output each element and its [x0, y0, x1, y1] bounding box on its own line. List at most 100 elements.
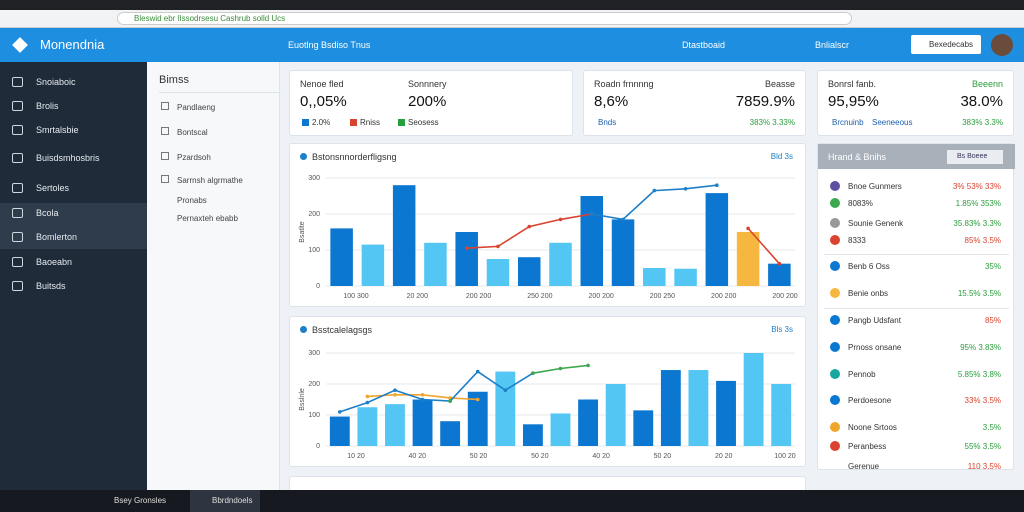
stat-foot: Bnds	[598, 118, 617, 127]
line-point	[589, 212, 594, 216]
sidebar-item[interactable]: Bcola	[36, 208, 59, 218]
taskbar: Bsey Gronsles Bbrdndoels	[0, 490, 1024, 512]
sidebar-item[interactable]: Baoeabn	[36, 257, 73, 267]
line-point	[527, 224, 532, 229]
line-point	[683, 187, 688, 191]
row-label: Perdoesone	[848, 396, 892, 405]
chart-card: Bstonsnnorderfligsng Bld 3s 0 100 200 300 Bsat…	[289, 143, 806, 307]
y-tick-label: 0	[316, 283, 320, 290]
subnav-item[interactable]: Pzardsoh	[177, 153, 211, 162]
line-point	[715, 183, 719, 187]
x-tick-label: 40 20	[409, 453, 427, 460]
bar	[495, 371, 516, 446]
y-tick-label: 200	[308, 381, 320, 388]
sidebar-item[interactable]: Snoiaboic	[36, 77, 76, 87]
panel-title: Hrand & Bnihs	[828, 152, 887, 162]
stat-foot: Rniss	[360, 118, 381, 127]
subnav-icon	[161, 175, 169, 183]
chart-title: Bstonsnnorderfligsng	[312, 152, 397, 162]
sidebar-active	[0, 203, 147, 249]
x-tick-label: 10 20	[347, 453, 365, 460]
subnav-item[interactable]: Pernaxteh ebabb	[177, 214, 238, 223]
row-icon	[830, 441, 840, 451]
x-tick-label: 100 20	[774, 453, 796, 460]
sidebar-item[interactable]: Bomlerton	[36, 232, 78, 242]
sidebar-item[interactable]: Buisdsmhosbris	[36, 153, 100, 163]
row-label: Gerenue	[848, 462, 880, 471]
stat-value: 200%	[408, 93, 447, 110]
nav-link[interactable]: Bnlialscr	[815, 40, 850, 50]
row-label: Pangb Udsfant	[848, 316, 901, 325]
panel-button[interactable]: Bs Boeee	[947, 150, 1003, 164]
logo	[12, 37, 28, 53]
sidebar-icon	[12, 101, 23, 111]
stat-label: Roadn frnnnng	[594, 79, 654, 89]
subnav-item[interactable]: Bontscal	[177, 128, 208, 137]
row-label: Peranbess	[848, 442, 887, 451]
stat-label: Nenoe fled	[300, 79, 344, 89]
stat-label: Sonnnery	[408, 79, 447, 89]
row-icon	[830, 261, 840, 271]
chart-action[interactable]: Bld 3s	[770, 152, 793, 161]
row-value: 35%	[984, 262, 1001, 271]
line-point	[365, 400, 370, 405]
subnav-item[interactable]: Sarrnsh algrmathe	[177, 176, 243, 185]
toolbar: Bleswid ebr Ilssodrsesu Cashrub solld Uc…	[0, 10, 1024, 28]
row-icon	[830, 198, 840, 208]
row-icon	[830, 315, 840, 325]
subnav: Bimss Pandlaeng Bontscal Pzardsoh Sarrnsh al…	[147, 62, 280, 490]
line-point	[746, 226, 750, 231]
stat-value: 8,6%	[594, 93, 629, 110]
sidebar-icon	[12, 77, 23, 87]
list-panel: Hrand & Bnihs Bs Boeee Bnoe Gunmers 3% 53% …	[817, 143, 1015, 471]
sidebar-item[interactable]: Sertoles	[36, 183, 70, 193]
line-point	[503, 388, 508, 392]
row-value: 85% 3.5%	[964, 236, 1001, 245]
row-icon	[830, 395, 840, 405]
row-icon	[830, 369, 840, 379]
bar	[643, 268, 666, 286]
x-tick-label: 250 200	[527, 293, 552, 300]
chart-icon	[300, 153, 307, 160]
sidebar-icon	[12, 208, 23, 218]
y-tick-label: 300	[308, 175, 320, 182]
sidebar-item[interactable]: Smrtalsbie	[36, 125, 79, 135]
x-tick-label: 50 20	[470, 453, 488, 460]
header-button[interactable]: Bexedecabs	[911, 35, 981, 54]
bar	[330, 228, 353, 286]
taskbar-app[interactable]: Bsey Gronsles	[114, 496, 167, 505]
sidebar-item[interactable]: Brolis	[36, 101, 59, 111]
bar	[357, 407, 378, 446]
bar	[768, 263, 791, 286]
subnav-icon	[161, 102, 169, 110]
bar	[424, 242, 447, 286]
chart-action[interactable]: Bls 3s	[771, 325, 793, 334]
line-point	[464, 246, 469, 250]
taskbar-app[interactable]: Bbrdndoels	[190, 490, 260, 512]
nav-text[interactable]: Euotlng Bsdiso Tnus	[288, 40, 371, 50]
bar	[633, 410, 654, 446]
bar	[674, 268, 697, 286]
row-value: 1.85% 353%	[955, 199, 1001, 208]
subnav-title: Bimss	[159, 74, 279, 93]
subnav-item[interactable]: Pandlaeng	[177, 103, 216, 112]
x-tick-label: 40 20	[592, 453, 610, 460]
foot-icon	[302, 119, 309, 126]
address-bar[interactable]: Bleswid ebr Ilssodrsesu Cashrub solld Uc…	[117, 12, 852, 25]
line-point	[475, 397, 480, 402]
brand[interactable]: Monendnia	[40, 37, 105, 52]
sidebar-item[interactable]: Buitsds	[36, 281, 66, 291]
tab-bar	[0, 0, 1024, 10]
bar	[736, 232, 760, 286]
nav-link[interactable]: Dtastboaid	[682, 40, 726, 50]
y-tick-label: 300	[308, 350, 320, 357]
y-axis-label: Bsatlte	[299, 221, 306, 243]
bar	[455, 232, 478, 286]
row-value: 95% 3.83%	[960, 343, 1001, 352]
stat-value: 0,,05%	[300, 93, 347, 110]
row-value: 33% 3.5%	[964, 396, 1001, 405]
chart: 0 100 200 300 Bsatlte 100 300 20 200 200 200 250…	[299, 175, 798, 300]
subnav-item[interactable]: Pronabs	[177, 196, 207, 205]
avatar[interactable]	[991, 34, 1013, 56]
